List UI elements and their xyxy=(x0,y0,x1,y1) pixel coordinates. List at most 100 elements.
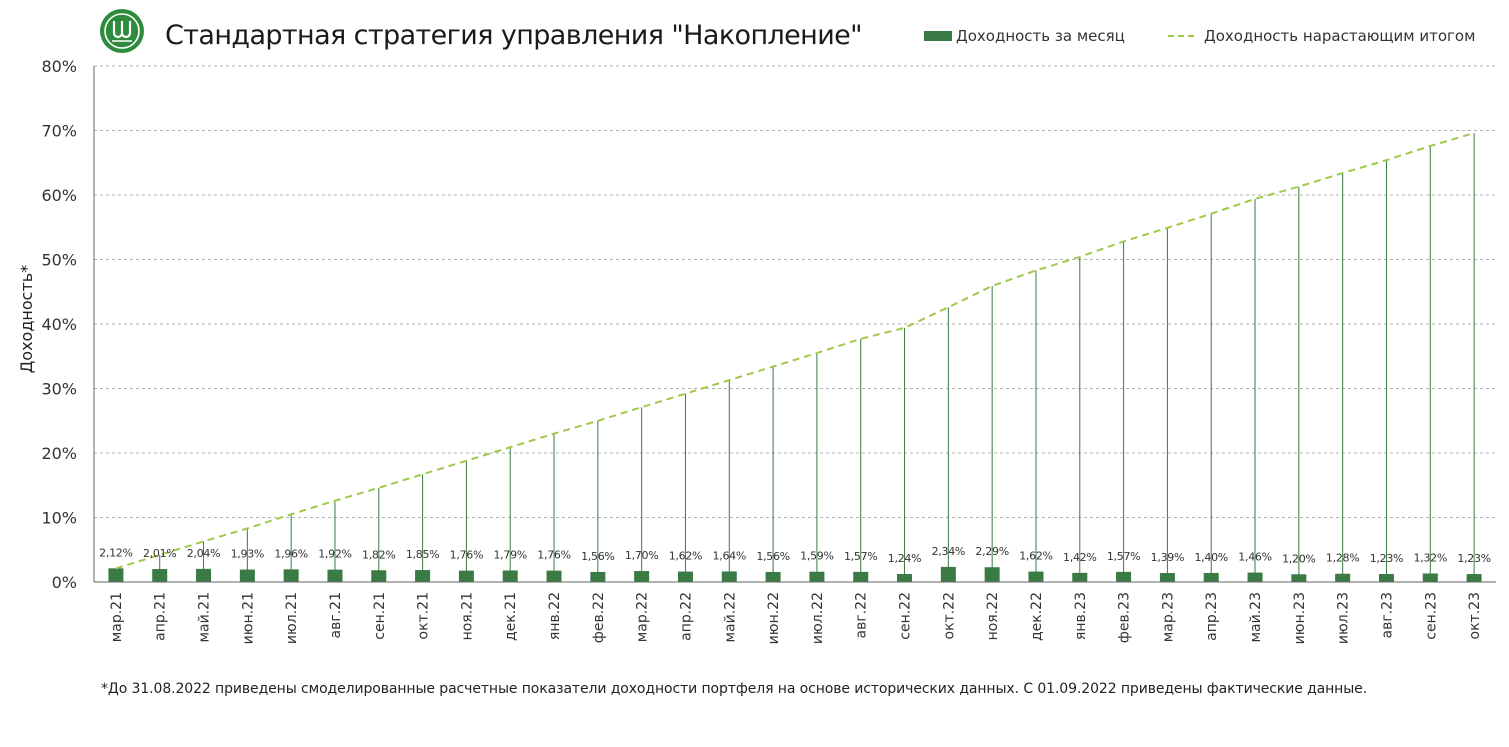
bar-data-label: 1,32% xyxy=(1414,551,1447,564)
x-tick-label: окт.21 xyxy=(416,592,432,639)
y-tick-label: 30% xyxy=(41,380,77,399)
x-tick-label: мар.23 xyxy=(1160,592,1176,642)
bar-data-label: 2,12% xyxy=(99,546,132,559)
x-tick-label: апр.23 xyxy=(1204,592,1220,641)
bar-data-label: 1,85% xyxy=(406,548,439,561)
x-tick-label: июн.21 xyxy=(240,592,256,644)
bar-data-label: 2,34% xyxy=(932,545,965,558)
bar-monthly xyxy=(1159,573,1175,582)
bar-monthly xyxy=(1422,573,1438,582)
x-tick-label: янв.23 xyxy=(1073,592,1089,640)
bar-data-label: 1,57% xyxy=(844,550,877,563)
bar-data-label: 2,01% xyxy=(143,547,176,560)
bar-monthly xyxy=(940,566,956,582)
bar-data-label: 1,62% xyxy=(669,550,702,563)
bar-data-label: 1,92% xyxy=(318,548,351,561)
bar-data-label: 1,23% xyxy=(1370,552,1403,565)
x-tick-label: фев.22 xyxy=(591,592,607,643)
x-tick-label: сен.23 xyxy=(1423,592,1439,640)
bar-monthly xyxy=(239,569,255,582)
bar-data-label: 1,46% xyxy=(1238,551,1271,564)
bar-data-label: 1,56% xyxy=(581,550,614,563)
bar-data-label: 1,28% xyxy=(1326,552,1359,565)
fund-logo-icon xyxy=(100,9,144,53)
bar-monthly xyxy=(1335,573,1351,582)
bar-data-label: 1,64% xyxy=(713,549,746,562)
legend-line-swatch xyxy=(1168,35,1194,37)
x-tick-label: мар.22 xyxy=(635,592,651,642)
bar-data-label: 1,70% xyxy=(625,549,658,562)
bars-layer xyxy=(108,566,1482,582)
data-labels-layer: 2,12% 2,01% 2,04% 1,93% 1,96% 1,92% 1,82% 1,85%… xyxy=(99,545,1491,565)
x-tick-label: июл.22 xyxy=(810,592,826,644)
x-tick-label: авг.22 xyxy=(854,592,870,638)
bar-monthly xyxy=(152,569,168,582)
bar-monthly xyxy=(1072,572,1088,582)
x-tick-label: дек.21 xyxy=(503,592,519,641)
x-tick-label: авг.23 xyxy=(1379,592,1395,638)
bar-monthly xyxy=(1203,572,1219,582)
bar-data-label: 1,23% xyxy=(1457,552,1490,565)
footnote: *До 31.08.2022 приведены смоделированные… xyxy=(101,681,1368,697)
bar-data-label: 1,62% xyxy=(1019,550,1052,563)
x-tick-label: мар.21 xyxy=(109,592,125,642)
grid-layer xyxy=(94,65,1496,518)
bar-monthly xyxy=(108,568,124,582)
bar-monthly xyxy=(371,570,387,582)
x-tick-label: фев.23 xyxy=(1117,592,1133,643)
bar-monthly xyxy=(1116,571,1132,582)
bar-monthly xyxy=(1466,574,1482,582)
y-axis-title: Доходность* xyxy=(17,265,36,373)
bar-data-label: 1,56% xyxy=(756,550,789,563)
cumulative-series-line xyxy=(115,132,1475,570)
bar-data-label: 1,79% xyxy=(493,548,526,561)
x-tick-label: янв.22 xyxy=(547,592,563,640)
bar-monthly xyxy=(721,571,737,582)
bar-monthly xyxy=(458,570,474,582)
bar-monthly xyxy=(1291,574,1307,582)
bar-monthly xyxy=(546,570,562,582)
bar-data-label: 1,57% xyxy=(1107,550,1140,563)
x-tick-label: сен.21 xyxy=(372,592,388,640)
x-tick-label: сен.22 xyxy=(898,592,914,640)
bar-data-label: 1,76% xyxy=(450,549,483,562)
y-tick-label: 70% xyxy=(41,122,77,141)
x-tick-label: ноя.21 xyxy=(459,592,475,640)
y-tick-label: 50% xyxy=(41,251,77,270)
x-tick-label: апр.21 xyxy=(153,592,169,641)
legend-item-monthly: Доходность за месяц xyxy=(924,27,1125,45)
x-tick-label: ноя.22 xyxy=(985,592,1001,640)
legend-item-cumulative: Доходность нарастающим итогом xyxy=(1168,27,1475,45)
bar-monthly xyxy=(415,570,431,582)
bar-monthly xyxy=(984,567,1000,582)
x-tick-label: окт.22 xyxy=(941,592,957,639)
bar-monthly xyxy=(502,570,518,582)
legend-monthly-label: Доходность за месяц xyxy=(956,27,1125,45)
bar-monthly xyxy=(1247,572,1263,582)
bar-data-label: 1,96% xyxy=(274,547,307,560)
y-tick-label: 10% xyxy=(41,509,77,528)
x-tick-label: дек.22 xyxy=(1029,592,1045,641)
x-tick-label: май.22 xyxy=(722,592,738,643)
x-tick-label: июл.23 xyxy=(1336,592,1352,644)
legend-cumulative-label: Доходность нарастающим итогом xyxy=(1204,27,1476,45)
y-tick-label: 20% xyxy=(41,444,77,463)
bar-data-label: 1,76% xyxy=(537,549,570,562)
x-tick-label: апр.22 xyxy=(678,592,694,641)
bar-monthly xyxy=(853,571,869,582)
bar-monthly xyxy=(809,571,825,582)
bar-data-label: 1,93% xyxy=(231,548,264,561)
chart-title: Стандартная стратегия управления "Накопл… xyxy=(165,20,863,51)
bar-data-label: 2,04% xyxy=(187,547,220,560)
bar-data-label: 1,59% xyxy=(800,550,833,563)
y-tick-label: 40% xyxy=(41,315,77,334)
bar-monthly xyxy=(590,571,606,582)
bar-data-label: 1,39% xyxy=(1151,551,1184,564)
y-tick-label: 80% xyxy=(41,57,77,76)
x-tick-label: май.21 xyxy=(197,592,213,643)
bar-monthly xyxy=(196,568,212,582)
bar-monthly xyxy=(1028,571,1044,582)
x-tick-label: май.23 xyxy=(1248,592,1264,643)
x-tick-label: окт.23 xyxy=(1467,592,1483,639)
